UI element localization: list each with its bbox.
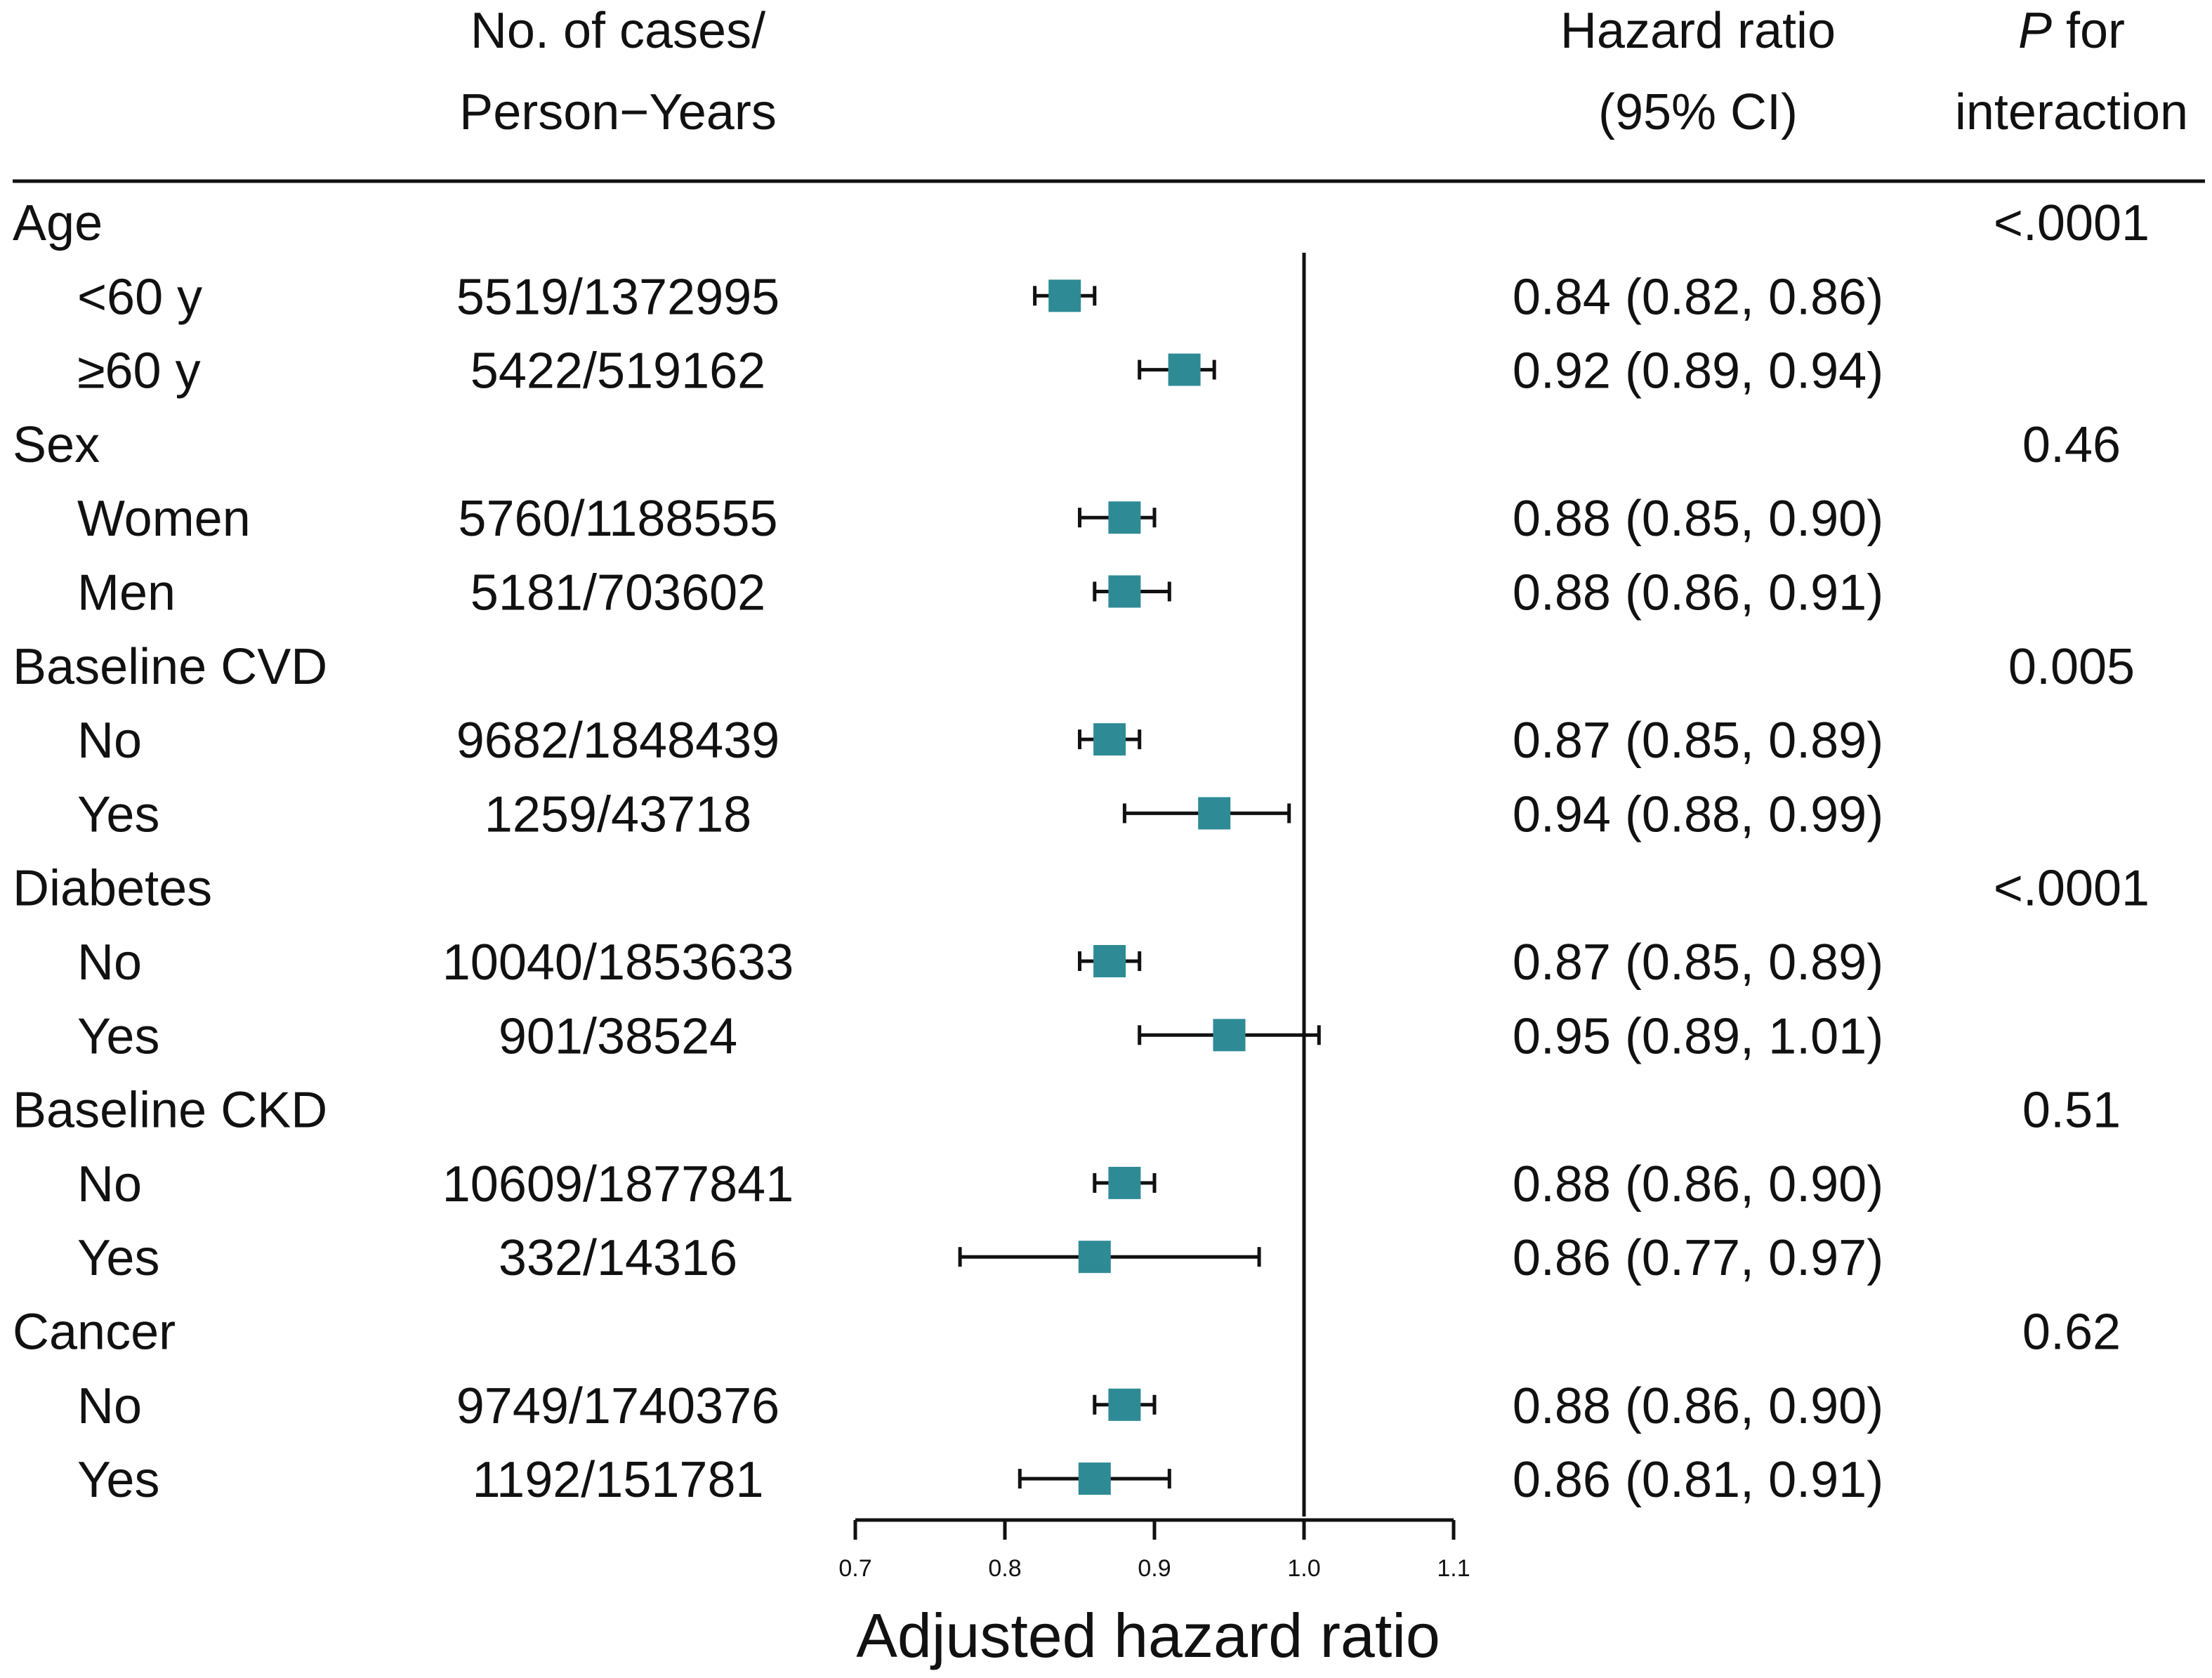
- cases-person-years: 1192/151781: [472, 1452, 763, 1508]
- cases-person-years: 332/14316: [499, 1230, 737, 1286]
- p-interaction-value: <.0001: [1994, 861, 2150, 917]
- x-tick-label: 1.0: [1287, 1555, 1320, 1582]
- header-p-for: for: [2052, 3, 2125, 59]
- group-label: Age: [13, 195, 103, 251]
- hazard-ratio-marker: [1078, 1462, 1111, 1495]
- header-cases-line2: Person−Years: [459, 84, 777, 140]
- cases-person-years: 901/38524: [499, 1008, 737, 1064]
- subgroup-label: <60 y: [77, 269, 202, 325]
- subgroup-label: No: [77, 934, 142, 991]
- hazard-ratio-marker: [1078, 1241, 1111, 1274]
- x-tick-label: 1.1: [1437, 1555, 1470, 1582]
- x-tick-label: 0.8: [988, 1555, 1021, 1582]
- p-interaction-value: <.0001: [1994, 195, 2150, 251]
- cases-person-years: 10040/1853633: [442, 934, 794, 991]
- subgroup-label: No: [77, 713, 142, 769]
- x-tick-label: 0.9: [1138, 1555, 1171, 1582]
- hazard-ratio-ci-text: 0.94 (0.88, 0.99): [1513, 786, 1883, 843]
- subgroup-label: No: [77, 1378, 142, 1434]
- hazard-ratio-marker: [1108, 575, 1141, 608]
- cases-person-years: 5181/703602: [470, 565, 765, 621]
- hazard-ratio-ci-text: 0.88 (0.86, 0.90): [1513, 1156, 1883, 1213]
- header-p-italic: P: [2018, 3, 2052, 59]
- p-interaction-value: 0.005: [2008, 639, 2135, 695]
- p-interaction-value: 0.46: [2022, 417, 2121, 473]
- cases-person-years: 1259/43718: [485, 786, 751, 843]
- hazard-ratio-marker: [1108, 501, 1141, 534]
- plot-marks: [958, 253, 1321, 1517]
- cases-person-years: 9749/1740376: [456, 1378, 779, 1434]
- header-hr-line1: Hazard ratio: [1560, 3, 1836, 59]
- p-interaction-value: 0.62: [2022, 1304, 2121, 1361]
- subgroup-label: ≥60 y: [77, 343, 201, 399]
- subgroup-label: Yes: [77, 1008, 159, 1064]
- header-cases-line1: No. of cases/: [470, 3, 765, 59]
- subgroup-label: Yes: [77, 786, 159, 843]
- x-tick-label: 0.7: [838, 1555, 871, 1582]
- hazard-ratio-ci-text: 0.95 (0.89, 1.01): [1513, 1008, 1883, 1064]
- group-label: Baseline CVD: [13, 639, 327, 695]
- hazard-ratio-ci-text: 0.84 (0.82, 0.86): [1513, 269, 1883, 325]
- hazard-ratio-ci-text: 0.87 (0.85, 0.89): [1513, 934, 1883, 991]
- subgroup-label: Yes: [77, 1230, 159, 1286]
- hazard-ratio-marker: [1168, 353, 1201, 386]
- x-axis-title: Adjusted hazard ratio: [856, 1601, 1440, 1670]
- group-label: Baseline CKD: [13, 1083, 327, 1139]
- hazard-ratio-marker: [1093, 723, 1126, 756]
- x-axis: 0.7 0.8 0.9 1.0 1.1: [838, 1518, 1470, 1582]
- group-label: Sex: [13, 417, 100, 473]
- hazard-ratio-marker: [1048, 279, 1081, 312]
- hazard-ratio-marker: [1108, 1388, 1141, 1421]
- hazard-ratio-ci-text: 0.88 (0.86, 0.90): [1513, 1378, 1883, 1434]
- hazard-ratio-ci-text: 0.88 (0.85, 0.90): [1513, 491, 1883, 547]
- header-p-line2: interaction: [1955, 84, 2188, 140]
- group-label: Diabetes: [13, 861, 212, 917]
- cases-person-years: 9682/1848439: [456, 713, 779, 769]
- group-label: Cancer: [13, 1304, 176, 1361]
- hazard-ratio-marker: [1108, 1166, 1141, 1199]
- subgroup-label: No: [77, 1156, 142, 1213]
- hazard-ratio-ci-text: 0.92 (0.89, 0.94): [1513, 343, 1883, 399]
- hazard-ratio-ci-text: 0.86 (0.77, 0.97): [1513, 1230, 1883, 1286]
- hazard-ratio-ci-text: 0.86 (0.81, 0.91): [1513, 1452, 1883, 1508]
- cases-person-years: 10609/1877841: [442, 1156, 794, 1213]
- hazard-ratio-ci-text: 0.88 (0.86, 0.91): [1513, 565, 1883, 621]
- subgroup-label: Women: [77, 491, 251, 547]
- hazard-ratio-ci-text: 0.87 (0.85, 0.89): [1513, 713, 1883, 769]
- header-hr-line2: (95% CI): [1598, 84, 1798, 140]
- subgroup-label: Yes: [77, 1452, 159, 1508]
- p-interaction-value: 0.51: [2022, 1083, 2121, 1139]
- cases-person-years: 5760/1188555: [458, 491, 777, 547]
- hazard-ratio-marker: [1213, 1019, 1246, 1052]
- table-rows: Age <.0001 <60 y 5519/1372995 0.84 (0.82, 0.…: [13, 195, 2150, 1508]
- hazard-ratio-marker: [1198, 797, 1231, 830]
- cases-person-years: 5422/519162: [470, 343, 765, 399]
- hazard-ratio-marker: [1093, 945, 1126, 977]
- cases-person-years: 5519/1372995: [456, 269, 779, 325]
- column-headers: No. of cases/ Person−Years Hazard ratio …: [459, 3, 2188, 140]
- header-p-line1: P for: [2018, 3, 2125, 59]
- subgroup-label: Men: [77, 565, 176, 621]
